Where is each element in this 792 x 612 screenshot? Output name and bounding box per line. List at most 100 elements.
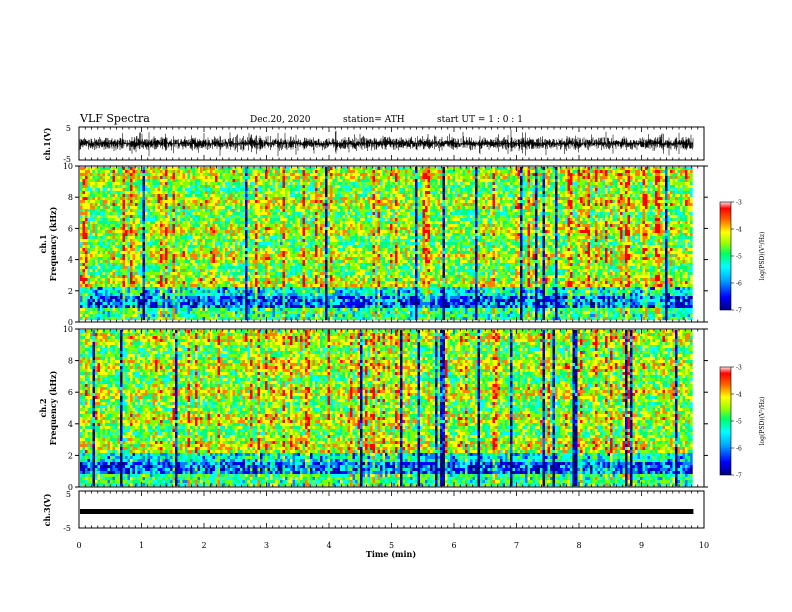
spectrogram-cell [395, 224, 398, 228]
spectrogram-cell [190, 182, 193, 186]
spectrogram-cell [535, 200, 538, 204]
spectrogram-cell [360, 197, 363, 201]
spectrogram-cell [170, 194, 173, 198]
spectrogram-cell [255, 212, 258, 216]
spectrogram-cell [302, 212, 306, 216]
spectrogram-cell [635, 170, 638, 174]
spectrogram-cell [80, 197, 83, 201]
spectrogram-cell [392, 197, 396, 201]
spectrogram-cell [650, 188, 653, 192]
spectrogram-cell [562, 206, 566, 210]
spectrogram-cell [507, 221, 511, 225]
spectrogram-cell [307, 167, 311, 171]
spectrogram-cell [250, 188, 253, 192]
spectrogram-cell [282, 215, 286, 219]
spectrogram-cell [622, 182, 626, 186]
spectrogram-cell [345, 197, 348, 201]
spectrogram-cell [492, 197, 496, 201]
spectrogram-cell [512, 218, 516, 222]
spectrogram-cell [620, 215, 623, 219]
spectrogram-cell [367, 197, 371, 201]
spectrogram-cell [402, 185, 406, 189]
spectrogram-cell [367, 182, 371, 186]
spectrogram-cell [532, 191, 536, 195]
spectrogram-cell [332, 212, 336, 216]
spectrogram-cell [127, 200, 131, 204]
spectrogram-cell [327, 185, 331, 189]
spectrogram-cell [317, 173, 321, 177]
spectrogram-cell [90, 218, 93, 222]
spectrogram-cell [665, 221, 668, 225]
spectrogram-cell [100, 185, 103, 189]
spectrogram-cell [150, 197, 153, 201]
spectrogram-cell [580, 224, 583, 228]
spectrogram-cell [107, 176, 111, 180]
spectrogram-cell [525, 191, 528, 195]
spectrogram-cell [577, 221, 581, 225]
spectrogram-cell [87, 215, 91, 219]
spectrogram-cell [152, 176, 156, 180]
spectrogram-cell [685, 221, 688, 225]
spectrogram-cell [537, 197, 541, 201]
spectrogram-cell [645, 203, 648, 207]
spectrogram-cell [652, 179, 656, 183]
spectrogram-cell [452, 182, 456, 186]
spectrogram-cell [625, 209, 628, 213]
spectrogram-cell [265, 200, 268, 204]
spectrogram-cell [215, 182, 218, 186]
spectrogram-cell [150, 200, 153, 204]
spectrogram-cell [102, 170, 106, 174]
spectrogram-cell [487, 167, 491, 171]
spectrogram-cell [457, 215, 461, 219]
spectrogram-cell [372, 218, 376, 222]
spectrogram-cell [632, 170, 636, 174]
spectrogram-cell [162, 194, 166, 198]
spectrogram-cell [455, 218, 458, 222]
spectrogram-cell [165, 215, 168, 219]
spectrogram-cell [497, 188, 501, 192]
spectrogram-cell [585, 200, 588, 204]
spectrogram-cell [385, 179, 388, 183]
spectrogram-cell [472, 170, 476, 174]
spectrogram-cell [537, 185, 541, 189]
spectrogram-cell [415, 176, 418, 180]
spectrogram-cell [420, 191, 423, 195]
spectrogram-cell [275, 224, 278, 228]
spectrogram-cell [147, 176, 151, 180]
spectrogram-cell [675, 224, 678, 228]
spectrogram-cell [132, 191, 136, 195]
spectrogram-cell [257, 194, 261, 198]
spectrogram-cell [82, 203, 86, 207]
spectrogram-cell [385, 215, 388, 219]
spectrogram-cell [602, 212, 606, 216]
spectrogram-cell [257, 215, 261, 219]
spectrogram-cell [555, 218, 558, 222]
spectrogram-cell [587, 188, 591, 192]
spectrogram-cell [327, 215, 331, 219]
spectrogram-cell [340, 167, 343, 171]
spectrogram-cell [197, 224, 201, 228]
spectrogram-cell [615, 224, 618, 228]
spectrogram-cell [270, 206, 273, 210]
spectrogram-cell [620, 182, 623, 186]
spectrogram-cell [112, 167, 116, 171]
spectrogram-cell [430, 206, 433, 210]
spectrogram-cell [485, 209, 488, 213]
spectrogram-cell [362, 203, 366, 207]
spectrogram-cell [582, 200, 586, 204]
spectrogram-cell [590, 218, 593, 222]
spectrogram-cell [352, 182, 356, 186]
spectrogram-cell [187, 194, 191, 198]
spectrogram-cell [132, 209, 136, 213]
spectrogram-cell [140, 227, 143, 231]
spectrogram-cell [590, 185, 593, 189]
spectrogram-cell [125, 176, 128, 180]
spectrogram-cell [167, 221, 171, 225]
spectrogram-cell [652, 206, 656, 210]
spectrogram-cell [307, 194, 311, 198]
spectrogram-cell [602, 191, 606, 195]
spectrogram-cell [380, 185, 383, 189]
spectrogram-cell [167, 170, 171, 174]
spectrogram-cell [487, 209, 491, 213]
spectrogram-cell [470, 188, 473, 192]
